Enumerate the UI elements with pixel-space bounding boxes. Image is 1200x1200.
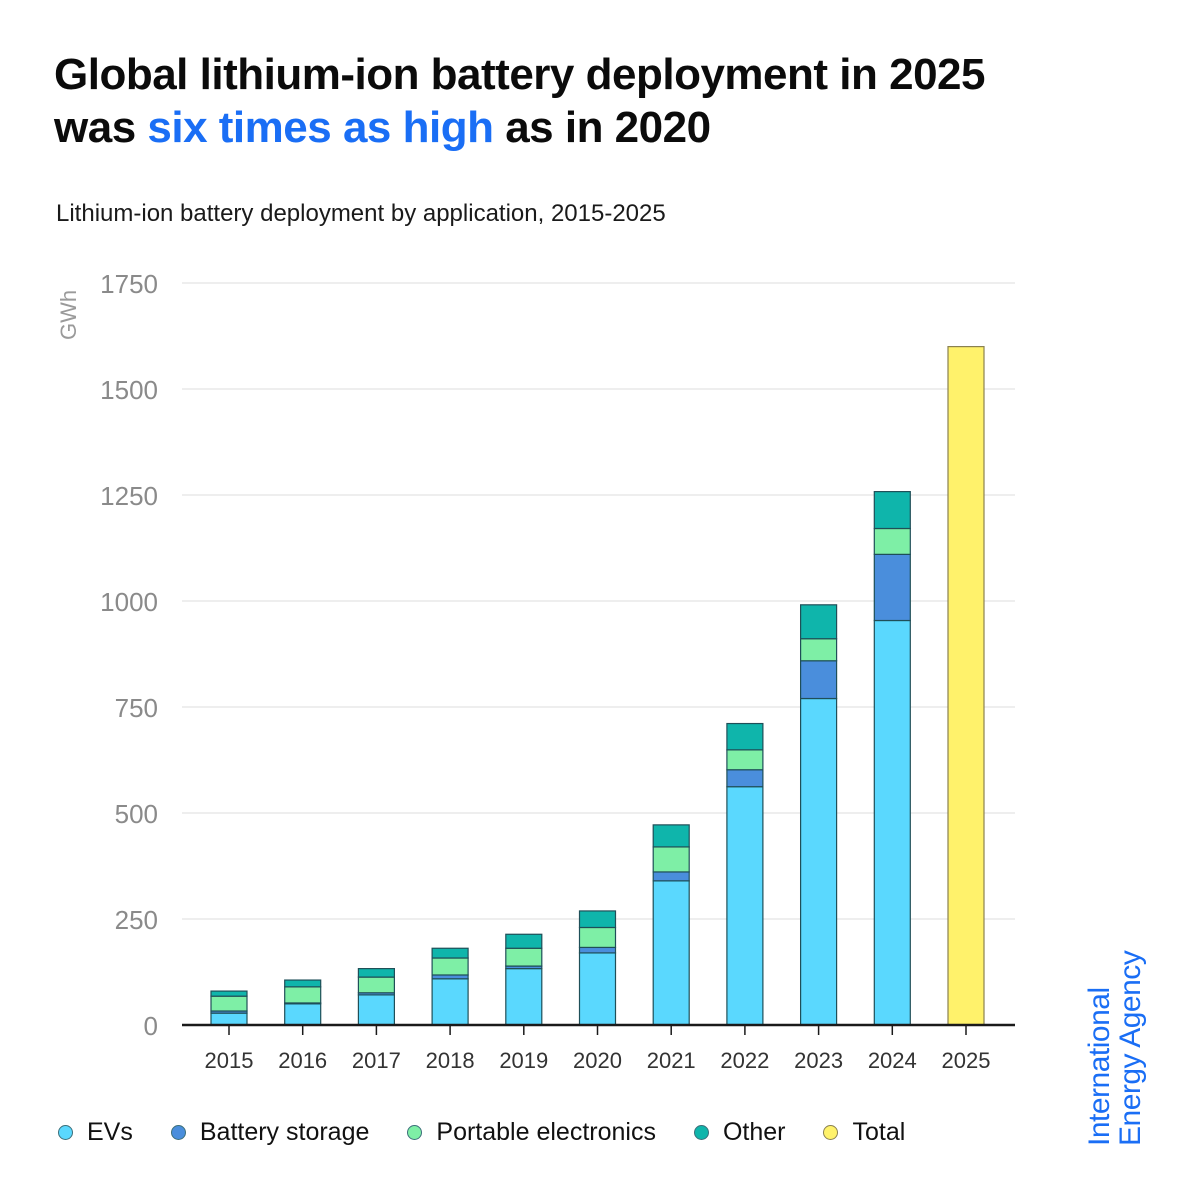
x-axis-ticks: 2015 2016 2017 2018 2019 2020 2021 2022 2023 2024… bbox=[205, 1025, 991, 1073]
y-tick-label: 1750 bbox=[100, 269, 158, 299]
bar-segment-evs[interactable] bbox=[505, 968, 543, 1026]
legend-swatch-portable-electronics bbox=[407, 1125, 423, 1140]
bar-segment-evs[interactable] bbox=[726, 786, 764, 1026]
bar-segment-evs[interactable] bbox=[799, 697, 838, 1026]
bar-segment-portable-electronics[interactable] bbox=[873, 527, 911, 555]
bar-segment-other[interactable] bbox=[210, 990, 248, 997]
bar-segment-portable-electronics[interactable] bbox=[505, 947, 543, 967]
headline-line-2: was six times as high as in 2020 bbox=[54, 101, 985, 154]
bar-stack-2019 bbox=[505, 933, 543, 1026]
bar-segment-other[interactable] bbox=[578, 910, 617, 929]
chart-subtitle: Lithium-ion battery deployment by applic… bbox=[56, 200, 666, 227]
y-tick-label: 1500 bbox=[100, 375, 158, 405]
legend-label-portable-electronics: Portable electronics bbox=[436, 1118, 656, 1146]
x-tick-label: 2025 bbox=[942, 1048, 991, 1073]
x-tick-label: 2020 bbox=[573, 1048, 622, 1073]
x-tick-label: 2019 bbox=[499, 1048, 548, 1073]
bar-segment-evs[interactable] bbox=[652, 880, 690, 1026]
y-tick-label: 500 bbox=[115, 799, 158, 829]
legend-label-evs: EVs bbox=[87, 1118, 133, 1146]
bar-segment-evs[interactable] bbox=[873, 619, 911, 1026]
bar-segment-battery-storage[interactable] bbox=[652, 871, 690, 882]
bar-stack-2018 bbox=[431, 947, 469, 1026]
y-axis-ticks: 0 250 500 750 1000 1250 1500 1750 bbox=[100, 269, 158, 1041]
bar-segment-portable-electronics[interactable] bbox=[652, 846, 690, 873]
bar-segment-other[interactable] bbox=[799, 604, 838, 640]
bar-stack-2024 bbox=[873, 491, 911, 1026]
bar-stack-2025 bbox=[947, 346, 985, 1026]
legend: EVs Battery storage Portable electronics… bbox=[58, 1118, 905, 1147]
legend-swatch-battery-storage bbox=[170, 1125, 186, 1140]
x-tick-label: 2018 bbox=[426, 1048, 475, 1073]
bar-segment-evs[interactable] bbox=[357, 994, 395, 1026]
bar-segment-evs[interactable] bbox=[284, 1003, 322, 1026]
bar-stack-2021 bbox=[652, 824, 690, 1026]
bar-segment-battery-storage[interactable] bbox=[873, 553, 911, 622]
x-tick-label: 2016 bbox=[278, 1048, 327, 1073]
bar-segment-portable-electronics[interactable] bbox=[210, 995, 248, 1012]
bar-stack-2017 bbox=[357, 968, 395, 1026]
legend-item-evs[interactable]: EVs bbox=[58, 1118, 133, 1147]
bar-segment-other[interactable] bbox=[431, 947, 469, 959]
y-tick-label: 250 bbox=[115, 905, 158, 935]
headline-suffix: as in 2020 bbox=[493, 103, 711, 152]
bar-segment-other[interactable] bbox=[652, 824, 690, 848]
headline: Global lithium-ion battery deployment in… bbox=[54, 48, 985, 154]
legend-item-other[interactable]: Other bbox=[693, 1118, 786, 1147]
bar-segment-portable-electronics[interactable] bbox=[578, 926, 617, 949]
legend-swatch-evs bbox=[58, 1125, 73, 1140]
bar-segment-portable-electronics[interactable] bbox=[431, 957, 469, 976]
bar-stack-2015 bbox=[210, 990, 248, 1026]
bar-segment-other[interactable] bbox=[726, 722, 764, 751]
y-tick-label: 0 bbox=[144, 1011, 158, 1041]
bar-stack-2023 bbox=[799, 604, 838, 1026]
bar-segment-other[interactable] bbox=[873, 491, 911, 530]
x-tick-label: 2022 bbox=[720, 1048, 769, 1073]
bar-segment-portable-electronics[interactable] bbox=[284, 986, 322, 1004]
bar-segment-other[interactable] bbox=[357, 968, 395, 978]
headline-prefix: was bbox=[54, 103, 148, 152]
bar-stack-2022 bbox=[726, 722, 764, 1026]
bar-segment-battery-storage[interactable] bbox=[726, 769, 764, 788]
bar-stack-2016 bbox=[284, 979, 322, 1026]
y-tick-label: 750 bbox=[115, 693, 158, 723]
x-tick-label: 2024 bbox=[868, 1048, 917, 1073]
y-axis-label: GWh bbox=[56, 290, 81, 340]
bar-segment-total[interactable] bbox=[947, 346, 985, 1026]
bar-segment-battery-storage[interactable] bbox=[578, 946, 617, 954]
bar-segment-battery-storage[interactable] bbox=[799, 660, 838, 700]
legend-item-portable-electronics[interactable]: Portable electronics bbox=[407, 1118, 656, 1147]
x-tick-label: 2023 bbox=[794, 1048, 843, 1073]
legend-item-total[interactable]: Total bbox=[823, 1118, 905, 1147]
bar-segment-evs[interactable] bbox=[431, 978, 469, 1026]
x-tick-label: 2017 bbox=[352, 1048, 401, 1073]
bar-segment-portable-electronics[interactable] bbox=[799, 638, 838, 662]
bar-segment-portable-electronics[interactable] bbox=[357, 976, 395, 994]
brand-line-1: International bbox=[1083, 987, 1116, 1146]
brand-line-2: Energy Agency bbox=[1114, 950, 1147, 1146]
headline-highlight: six times as high bbox=[147, 103, 494, 152]
bar-stack-2020 bbox=[578, 910, 617, 1026]
legend-swatch-other bbox=[693, 1125, 709, 1140]
y-tick-label: 1000 bbox=[100, 587, 158, 617]
headline-line-1: Global lithium-ion battery deployment in… bbox=[54, 50, 985, 99]
legend-label-battery-storage: Battery storage bbox=[199, 1118, 370, 1146]
bar-segment-other[interactable] bbox=[505, 933, 543, 949]
legend-label-other: Other bbox=[722, 1118, 786, 1146]
legend-label-total: Total bbox=[852, 1118, 906, 1146]
x-tick-label: 2021 bbox=[647, 1048, 696, 1073]
bar-segment-other[interactable] bbox=[284, 979, 322, 988]
iea-logo: International Energy Agency bbox=[1083, 950, 1147, 1146]
x-tick-label: 2015 bbox=[205, 1048, 254, 1073]
bar-segment-evs[interactable] bbox=[210, 1012, 248, 1026]
bar-segment-portable-electronics[interactable] bbox=[726, 749, 764, 771]
legend-swatch-total bbox=[823, 1125, 839, 1140]
legend-item-battery-storage[interactable]: Battery storage bbox=[170, 1118, 370, 1147]
bars bbox=[210, 346, 985, 1026]
bar-segment-evs[interactable] bbox=[578, 952, 617, 1026]
y-tick-label: 1250 bbox=[100, 481, 158, 511]
